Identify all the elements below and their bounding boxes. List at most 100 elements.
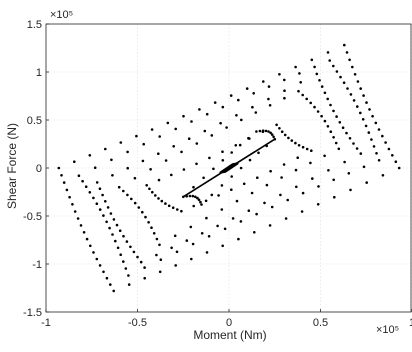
data-point	[297, 89, 300, 93]
data-point	[108, 226, 111, 230]
data-point	[387, 147, 391, 151]
data-point	[352, 99, 356, 102]
data-point	[92, 196, 95, 200]
data-point	[283, 89, 286, 92]
data-point	[82, 231, 86, 234]
x-tick-label: -1	[41, 317, 51, 329]
data-point	[196, 196, 199, 200]
data-point	[368, 108, 371, 111]
data-point	[98, 208, 102, 211]
data-point	[71, 203, 74, 206]
y-tick-label: -1.5	[23, 307, 42, 319]
data-point	[254, 111, 258, 114]
data-point	[251, 105, 254, 109]
data-point	[219, 121, 222, 125]
data-point	[342, 81, 346, 84]
data-point	[164, 202, 167, 205]
data-point	[323, 119, 327, 123]
data-point	[286, 198, 290, 202]
data-point	[188, 194, 192, 198]
data-point	[142, 142, 145, 146]
data-point	[190, 257, 193, 261]
data-point	[221, 244, 224, 248]
data-point	[127, 283, 131, 286]
data-point	[326, 51, 330, 54]
data-point	[182, 168, 186, 171]
data-point	[310, 149, 313, 152]
y-tick-label: -0.5	[23, 211, 42, 223]
data-point	[272, 135, 275, 139]
data-point	[116, 246, 120, 250]
data-point	[323, 154, 326, 158]
data-point	[205, 251, 209, 254]
data-point	[220, 184, 224, 187]
data-point	[225, 126, 228, 129]
data-point	[114, 239, 117, 243]
data-point	[239, 166, 243, 170]
data-point	[95, 181, 99, 184]
data-point	[95, 202, 99, 205]
data-point	[195, 162, 198, 166]
data-point	[262, 80, 265, 83]
data-point	[148, 187, 151, 191]
data-point	[359, 111, 362, 115]
data-point	[397, 166, 401, 170]
data-point	[294, 168, 298, 172]
data-point	[345, 131, 348, 135]
data-point	[185, 239, 189, 242]
data-point	[301, 191, 305, 195]
data-point	[167, 204, 171, 208]
data-point	[118, 229, 122, 232]
data-point	[93, 166, 97, 169]
data-point	[309, 101, 313, 105]
data-point	[126, 193, 129, 197]
data-point	[316, 110, 320, 113]
data-point	[323, 91, 327, 95]
data-point	[290, 139, 294, 142]
data-point	[60, 174, 63, 177]
data-point	[278, 73, 281, 76]
data-point	[230, 151, 233, 154]
data-point	[155, 253, 158, 257]
data-point	[346, 87, 349, 90]
data-point	[315, 72, 319, 76]
data-point	[119, 253, 122, 256]
data-point	[216, 224, 219, 228]
data-point	[237, 237, 240, 241]
data-point	[301, 93, 305, 97]
data-point	[204, 199, 208, 203]
data-point	[117, 185, 121, 189]
data-point	[141, 159, 145, 163]
data-point	[278, 127, 281, 130]
data-point	[349, 93, 353, 96]
data-point	[122, 189, 125, 193]
data-point	[126, 166, 129, 170]
data-point	[221, 105, 225, 109]
data-point	[370, 138, 373, 141]
data-point	[205, 216, 208, 220]
data-point	[381, 134, 384, 138]
data-point	[377, 128, 381, 131]
data-point	[104, 147, 107, 151]
data-point	[311, 177, 314, 180]
data-point	[194, 195, 197, 199]
data-point	[210, 134, 214, 137]
data-point	[377, 159, 381, 162]
data-point	[263, 201, 266, 205]
data-point	[89, 244, 92, 248]
data-point	[247, 136, 250, 140]
data-point	[129, 245, 132, 249]
data-point	[92, 251, 95, 254]
data-point	[235, 114, 238, 117]
y-tick-label: 1	[36, 67, 42, 79]
data-point	[200, 203, 203, 206]
data-point	[111, 233, 114, 236]
data-point	[245, 87, 249, 90]
data-point	[79, 224, 83, 227]
data-point	[157, 178, 161, 182]
data-point	[268, 104, 272, 107]
data-point	[356, 80, 360, 83]
data-point	[127, 274, 130, 277]
data-point	[174, 264, 177, 267]
data-point	[381, 174, 385, 177]
